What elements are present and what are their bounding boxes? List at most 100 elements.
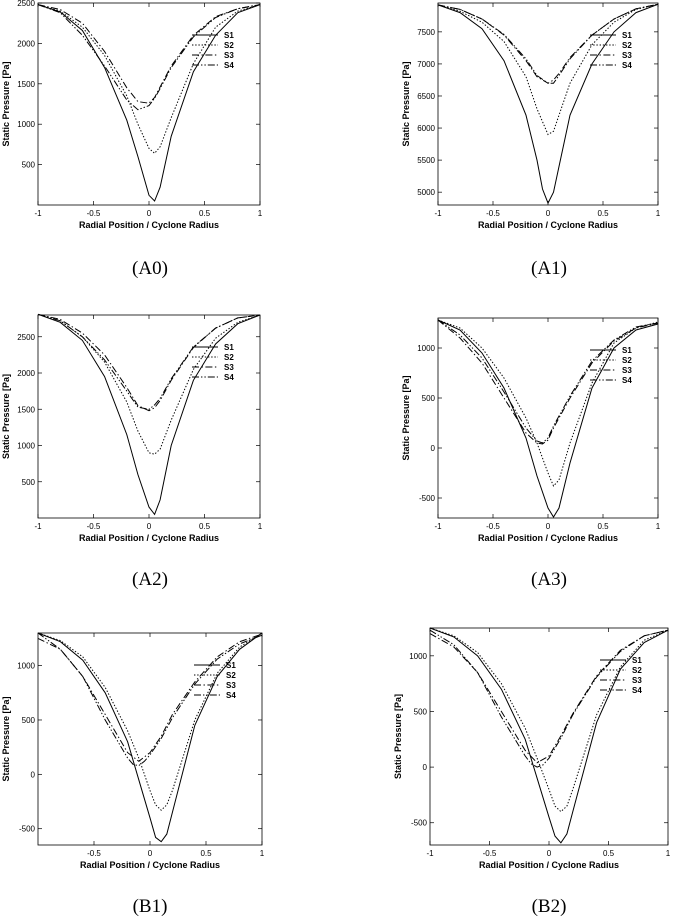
x-axis-label: Radial Position / Cyclone Radius (79, 533, 219, 543)
legend-label: S3 (226, 681, 236, 690)
legend-label: S1 (622, 346, 632, 355)
legend-label: S2 (224, 353, 234, 362)
panel-caption: (B2) (532, 896, 567, 917)
x-axis-label: Radial Position / Cyclone Radius (478, 220, 618, 230)
y-tick-label: 1000 (409, 652, 427, 661)
series-line-s2 (437, 3, 659, 136)
series-line-s2 (37, 4, 261, 155)
y-tick-label: 0 (31, 770, 36, 779)
series-line-s4 (37, 4, 261, 111)
series-line-s1 (37, 4, 261, 202)
y-axis-label: Static Pressure [Pa] (401, 61, 411, 146)
x-tick-label: 0.5 (200, 849, 212, 858)
x-tick-label: -1 (434, 522, 442, 531)
y-axis-label: Static Pressure [Pa] (401, 375, 411, 460)
series-line-s4 (37, 313, 261, 410)
chart-panel: -1 -0.5 0 0.5 1 -500 0 500 1000 Radial Position /… (393, 627, 671, 917)
series-line-s3 (37, 4, 261, 104)
y-tick-label: 1000 (17, 120, 35, 129)
y-tick-label: 2500 (17, 0, 35, 8)
legend-label: S2 (224, 41, 234, 50)
x-tick-label: -0.5 (87, 522, 101, 531)
x-tick-label: 0 (546, 522, 551, 531)
x-axis-label: Radial Position / Cyclone Radius (478, 533, 618, 543)
chart-panel: -1 -0.5 0 0.5 1 5000 5500 6000 6500 7000 7500 Radia… (401, 2, 661, 279)
series-line-s1 (429, 627, 669, 844)
x-tick-label: 0.5 (199, 522, 211, 531)
y-tick-label: 500 (22, 716, 36, 725)
legend-label: S4 (224, 61, 234, 70)
x-tick-label: -0.5 (483, 849, 497, 858)
x-tick-label: 0.5 (199, 209, 211, 218)
y-tick-label: 1000 (17, 442, 35, 451)
series-line-s2 (437, 319, 659, 487)
legend-label: S4 (622, 61, 632, 70)
legend-label: S3 (224, 51, 234, 60)
y-tick-label: 500 (22, 161, 36, 170)
series-line-s4 (437, 319, 659, 444)
x-tick-label: 0 (547, 849, 552, 858)
x-tick-label: 0 (546, 209, 551, 218)
x-tick-label: 1 (666, 849, 671, 858)
x-tick-label: 1 (656, 209, 661, 218)
y-tick-label: 0 (431, 444, 436, 453)
legend-label: S2 (632, 666, 642, 675)
y-tick-label: 1000 (17, 662, 35, 671)
y-tick-label: 2000 (17, 369, 35, 378)
x-axis-label: Radial Position / Cyclone Radius (479, 860, 619, 870)
x-tick-label: 1 (260, 849, 265, 858)
y-tick-label: 1500 (17, 405, 35, 414)
x-tick-label: 0 (147, 522, 152, 531)
x-tick-label: 1 (258, 522, 263, 531)
legend-label: S4 (226, 691, 236, 700)
legend-label: S3 (224, 363, 234, 372)
chart-panel: -1 -0.5 0 0.5 1 -500 0 500 1000 Radial Position /… (401, 317, 661, 590)
panel-caption: (A1) (531, 258, 567, 279)
panel-caption: (A3) (531, 569, 567, 590)
y-tick-label: -500 (19, 825, 36, 834)
legend-label: S2 (622, 41, 632, 50)
y-tick-label: 5000 (417, 188, 435, 197)
series-line-s2 (37, 632, 263, 811)
y-tick-label: 6000 (417, 124, 435, 133)
series-line-s4 (37, 632, 263, 767)
legend-label: S2 (622, 356, 632, 365)
series-line-s1 (37, 632, 263, 843)
y-tick-label: 0 (423, 763, 428, 772)
x-tick-label: -1 (34, 522, 42, 531)
y-tick-label: -500 (411, 819, 428, 828)
legend-label: S1 (632, 656, 642, 665)
y-tick-label: 2500 (17, 333, 35, 342)
y-axis-label: Static Pressure [Pa] (1, 61, 11, 146)
x-tick-label: -0.5 (486, 522, 500, 531)
y-tick-label: 500 (422, 394, 436, 403)
x-tick-label: 1 (258, 209, 263, 218)
x-axis-label: Radial Position / Cyclone Radius (79, 220, 219, 230)
y-tick-label: 1000 (417, 344, 435, 353)
series-line-s3 (429, 629, 669, 764)
y-axis-label: Static Pressure [Pa] (393, 694, 403, 779)
legend-label: S4 (622, 376, 632, 385)
legend-label: S3 (632, 676, 642, 685)
legend-label: S2 (226, 671, 236, 680)
series-line-s1 (437, 319, 659, 518)
series-line-s4 (437, 3, 659, 84)
y-tick-label: 5500 (417, 156, 435, 165)
y-tick-label: 1500 (17, 80, 35, 89)
legend-label: S1 (622, 31, 632, 40)
series-line-s1 (37, 313, 261, 516)
y-axis-label: Static Pressure [Pa] (1, 374, 11, 459)
x-tick-label: 0.5 (597, 209, 609, 218)
legend-label: S4 (632, 686, 642, 695)
panel-caption: (A2) (132, 569, 168, 590)
series-line-s2 (429, 627, 669, 813)
series-line-s4 (429, 629, 669, 768)
legend-label: S1 (226, 661, 236, 670)
series-line-s2 (37, 313, 261, 455)
x-tick-label: 0 (147, 209, 152, 218)
legend-label: S3 (622, 51, 632, 60)
x-tick-label: -0.5 (87, 209, 101, 218)
